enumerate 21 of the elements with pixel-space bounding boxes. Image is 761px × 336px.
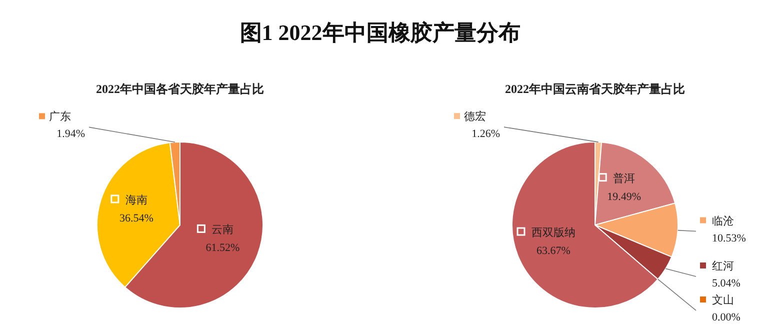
legend-label: 临沧: [712, 215, 734, 228]
data-label: 36.54%: [119, 212, 154, 224]
legend-label: 文山: [712, 293, 734, 306]
chart-subtitle: 2022年中国各省天胶年产量占比: [96, 82, 264, 96]
legend-label: 德宏: [464, 110, 486, 124]
data-label: 19.49%: [607, 190, 642, 203]
data-label: 10.53%: [712, 232, 746, 244]
legend-label: 云南: [212, 223, 234, 236]
data-label: 1.26%: [472, 128, 500, 140]
data-label: 1.94%: [56, 128, 85, 140]
text: 0.00%: [712, 311, 740, 324]
legend-label: 红河: [712, 260, 734, 272]
data-label: 63.67%: [536, 245, 570, 258]
text: 图1 2022年中国橡胶产量分布: [240, 20, 520, 45]
legend-label: 普洱: [613, 172, 636, 185]
chart-subtitle: 2022年中国云南省天胶年产量占比: [505, 82, 685, 96]
data-label: 5.04%: [712, 277, 740, 290]
legend-label: 海南: [125, 193, 148, 206]
data-label: 61.52%: [206, 242, 240, 254]
legend-label: 西双版纳: [532, 227, 576, 240]
legend-label: 广东: [49, 110, 71, 124]
